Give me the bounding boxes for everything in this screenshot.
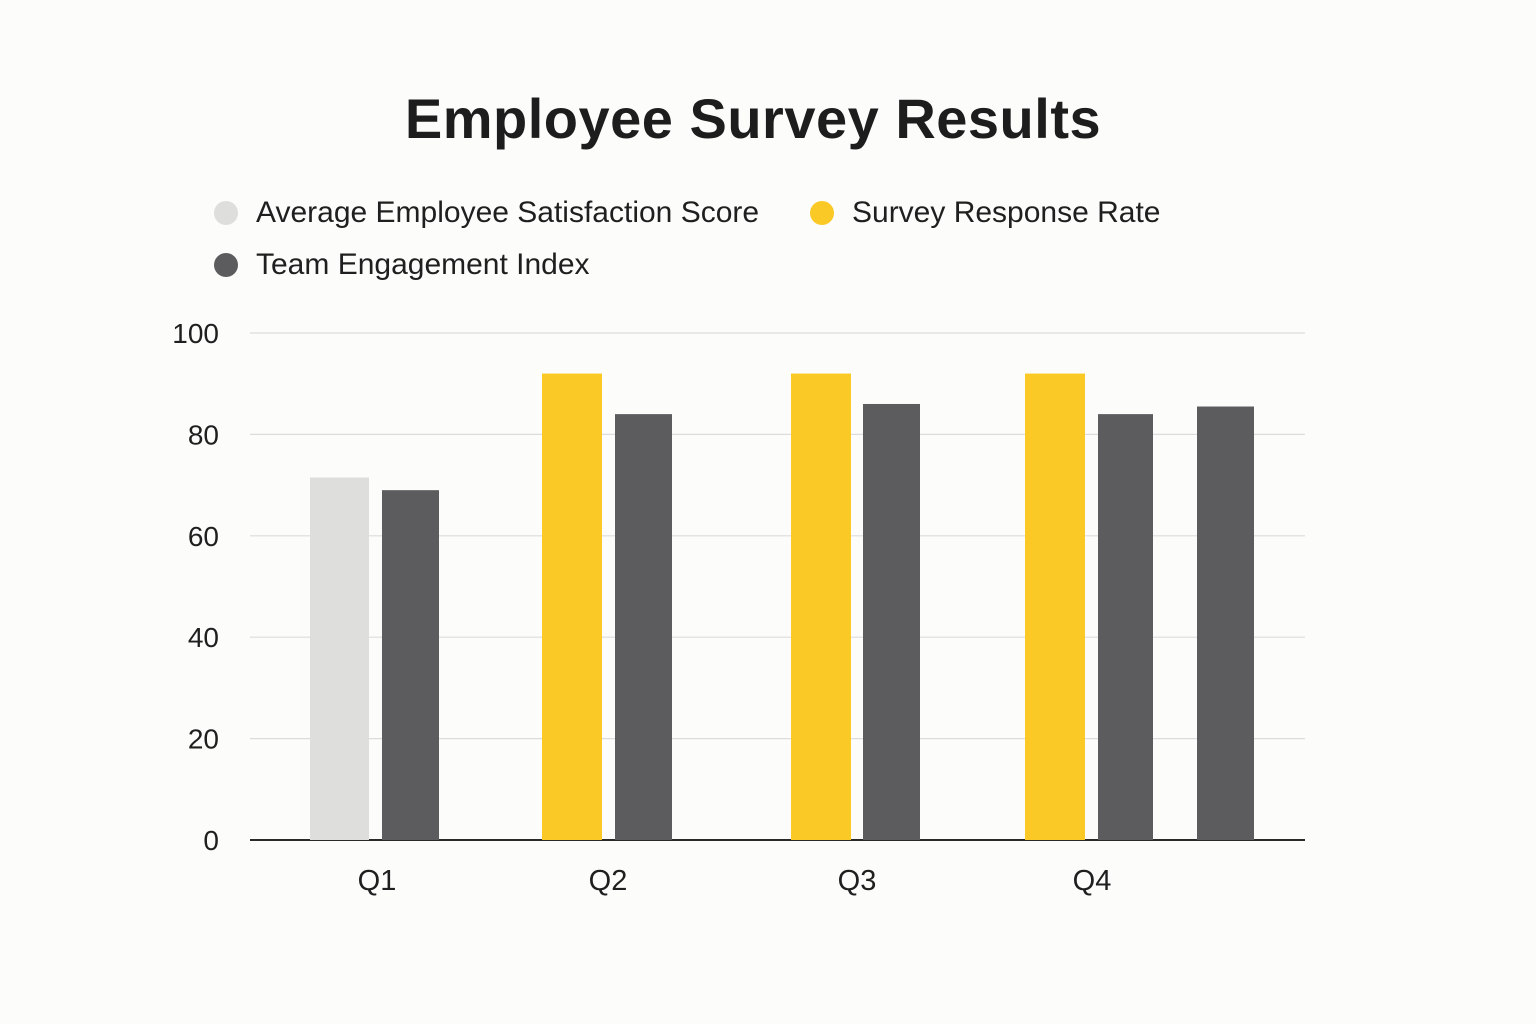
legend-item-engagement: Team Engagement Index — [214, 245, 590, 285]
bar-q2-team-engagement-index — [615, 414, 672, 840]
y-tick-label-40: 40 — [188, 622, 219, 653]
y-tick-label-100: 100 — [172, 318, 219, 349]
chart-title: Employee Survey Results — [404, 87, 1102, 150]
legend-label-satisfaction: Average Employee Satisfaction Score — [256, 196, 760, 229]
legend-swatch-engagement — [214, 253, 238, 277]
x-tick-label-q4: Q4 — [1073, 865, 1112, 897]
bar-q3-survey-response-rate — [791, 373, 851, 840]
y-tick-label-20: 20 — [188, 724, 219, 755]
y-tick-label-0: 0 — [203, 825, 219, 856]
x-tick-label-q1: Q1 — [358, 865, 397, 897]
legend-item-response-rate: Survey Response Rate — [810, 193, 1161, 233]
legend-swatch-response-rate — [810, 201, 834, 225]
legend-label-response-rate: Survey Response Rate — [852, 196, 1161, 229]
bar-q4-survey-response-rate — [1025, 373, 1085, 840]
legend-swatch-satisfaction — [214, 201, 238, 225]
x-tick-label-q3: Q3 — [838, 865, 877, 897]
bar-q4-team-engagement-index — [1098, 414, 1153, 840]
legend-item-satisfaction: Average Employee Satisfaction Score — [214, 193, 759, 233]
x-tick-label-q2: Q2 — [589, 865, 628, 897]
y-tick-label-80: 80 — [188, 419, 219, 450]
y-tick-label-60: 60 — [188, 521, 219, 552]
bar-q1-average-employee-satisfaction-score — [310, 477, 369, 840]
bar-q1-team-engagement-index — [382, 490, 439, 840]
bar-q2-survey-response-rate — [542, 373, 602, 840]
bar-q3-team-engagement-index — [863, 403, 920, 840]
bar-extra-0 — [1197, 406, 1254, 840]
legend-label-engagement: Team Engagement Index — [256, 248, 590, 281]
